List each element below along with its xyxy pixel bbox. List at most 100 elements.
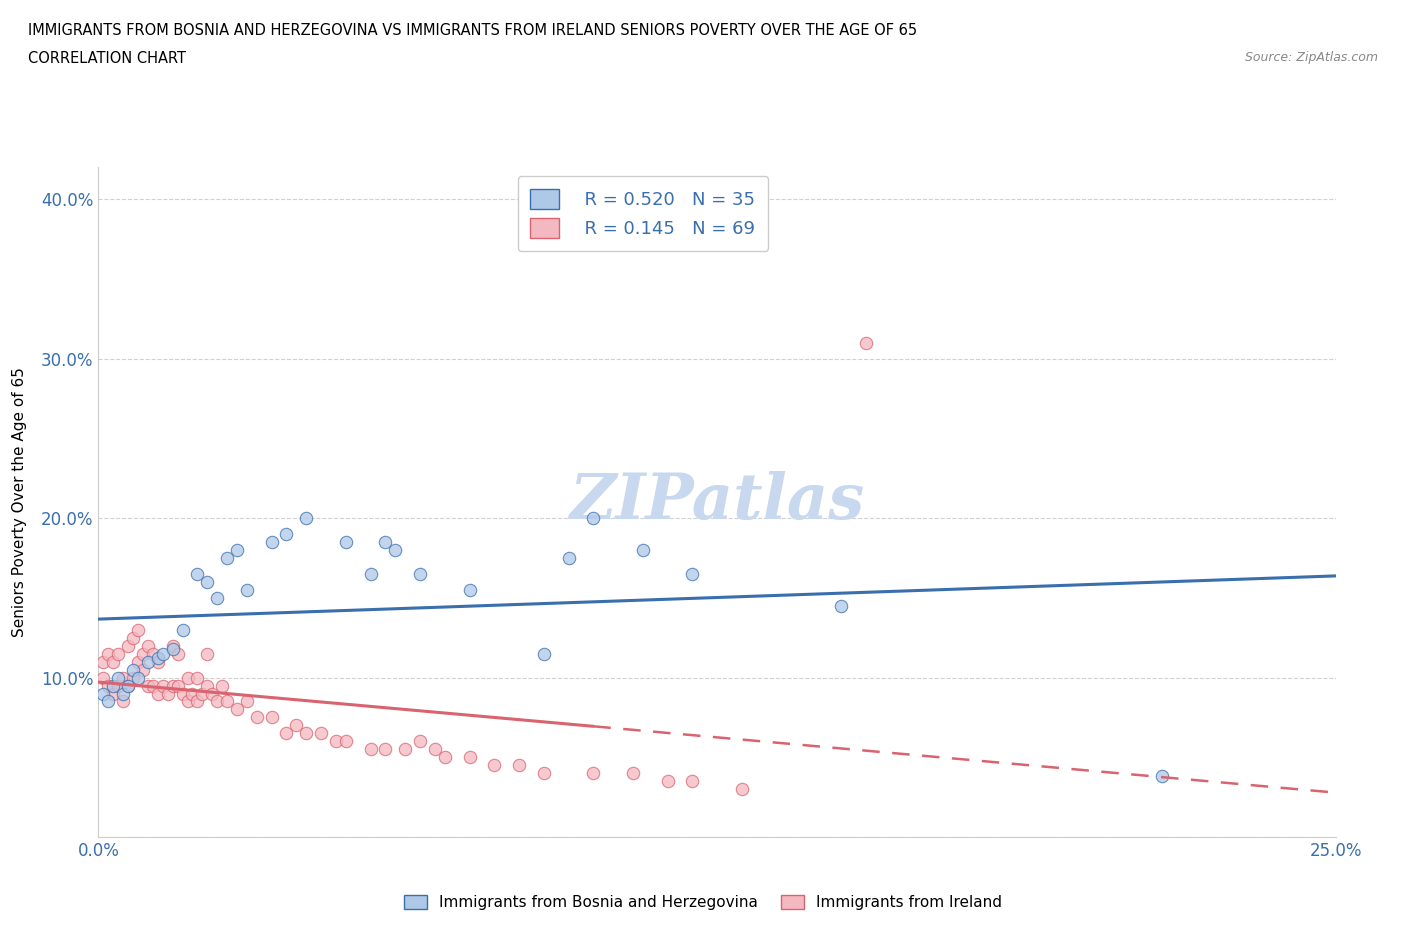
Point xyxy=(484,758,506,773)
Point xyxy=(394,742,416,757)
Point xyxy=(226,542,249,557)
Point xyxy=(236,582,259,597)
Point xyxy=(146,686,169,701)
Point xyxy=(295,511,318,525)
Point xyxy=(423,742,446,757)
Point xyxy=(127,671,149,685)
Point xyxy=(557,551,579,565)
Point xyxy=(681,566,703,581)
Point xyxy=(211,678,233,693)
Point xyxy=(107,678,129,693)
Point xyxy=(246,710,269,724)
Point xyxy=(93,654,115,669)
Point xyxy=(162,638,184,653)
Point xyxy=(112,671,135,685)
Point xyxy=(681,774,703,789)
Point xyxy=(458,582,481,597)
Point xyxy=(325,734,347,749)
Point xyxy=(205,591,228,605)
Point xyxy=(855,336,877,351)
Point xyxy=(122,671,145,685)
Point xyxy=(93,686,115,701)
Point xyxy=(97,646,120,661)
Point xyxy=(582,765,605,780)
Point xyxy=(335,734,357,749)
Point xyxy=(146,651,169,666)
Point xyxy=(508,758,530,773)
Point xyxy=(191,686,214,701)
Point xyxy=(582,511,605,525)
Point xyxy=(103,686,125,701)
Point xyxy=(226,702,249,717)
Point xyxy=(107,646,129,661)
Point xyxy=(276,726,298,741)
Point xyxy=(360,742,382,757)
Point xyxy=(181,686,204,701)
Point xyxy=(360,566,382,581)
Legend: Immigrants from Bosnia and Herzegovina, Immigrants from Ireland: Immigrants from Bosnia and Herzegovina, … xyxy=(396,887,1010,918)
Point xyxy=(127,654,149,669)
Point xyxy=(166,678,188,693)
Point xyxy=(201,686,224,701)
Point xyxy=(533,646,555,661)
Point xyxy=(162,678,184,693)
Point xyxy=(195,646,218,661)
Point xyxy=(117,678,139,693)
Text: ZIPatlas: ZIPatlas xyxy=(569,472,865,533)
Point xyxy=(122,662,145,677)
Point xyxy=(146,654,169,669)
Point xyxy=(136,678,159,693)
Point xyxy=(830,598,852,613)
Point xyxy=(374,535,396,550)
Point xyxy=(731,782,754,797)
Point xyxy=(335,535,357,550)
Point xyxy=(195,575,218,590)
Point xyxy=(285,718,308,733)
Point xyxy=(260,535,283,550)
Point xyxy=(136,638,159,653)
Point xyxy=(384,542,406,557)
Point xyxy=(195,678,218,693)
Point xyxy=(107,671,129,685)
Point xyxy=(117,638,139,653)
Point xyxy=(142,646,165,661)
Text: CORRELATION CHART: CORRELATION CHART xyxy=(28,51,186,66)
Text: Source: ZipAtlas.com: Source: ZipAtlas.com xyxy=(1244,51,1378,64)
Point xyxy=(103,678,125,693)
Point xyxy=(97,694,120,709)
Point xyxy=(621,765,644,780)
Point xyxy=(103,654,125,669)
Point xyxy=(236,694,259,709)
Point xyxy=(186,566,208,581)
Point xyxy=(162,642,184,657)
Point xyxy=(260,710,283,724)
Point xyxy=(176,671,198,685)
Point xyxy=(172,686,194,701)
Point xyxy=(112,686,135,701)
Point xyxy=(217,551,239,565)
Point xyxy=(117,678,139,693)
Point xyxy=(458,750,481,764)
Point xyxy=(657,774,679,789)
Point xyxy=(166,646,188,661)
Legend:   R = 0.520   N = 35,   R = 0.145   N = 69: R = 0.520 N = 35, R = 0.145 N = 69 xyxy=(517,177,768,250)
Point xyxy=(409,566,432,581)
Point xyxy=(132,646,155,661)
Point xyxy=(631,542,654,557)
Point xyxy=(295,726,318,741)
Point xyxy=(186,694,208,709)
Point xyxy=(186,671,208,685)
Point xyxy=(533,765,555,780)
Point xyxy=(1152,769,1174,784)
Point xyxy=(93,671,115,685)
Point xyxy=(156,686,179,701)
Point xyxy=(409,734,432,749)
Point xyxy=(176,694,198,709)
Point xyxy=(112,694,135,709)
Point xyxy=(132,662,155,677)
Point xyxy=(374,742,396,757)
Point xyxy=(142,678,165,693)
Point xyxy=(97,678,120,693)
Point xyxy=(205,694,228,709)
Point xyxy=(122,631,145,645)
